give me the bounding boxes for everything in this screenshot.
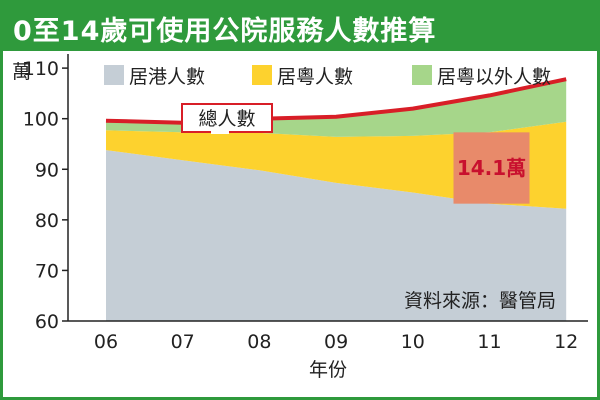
unit-label: 萬 — [12, 61, 31, 83]
y-tick-label: 80 — [35, 210, 59, 232]
total-callout-box — [181, 103, 273, 133]
legend-label-0: 居港人數 — [129, 66, 205, 88]
legend-swatch-0 — [104, 65, 124, 85]
y-tick-label: 70 — [35, 260, 59, 282]
axes-layer: 60 70 80 90 100 110 06 07 08 09 10 11 12 萬年份 — [12, 54, 588, 381]
x-tick-label: 08 — [247, 331, 271, 353]
x-tick-label: 10 — [401, 331, 425, 353]
legend-swatch-1 — [252, 65, 272, 85]
x-axis-title: 年份 — [309, 359, 347, 381]
y-tick-label: 100 — [23, 109, 59, 131]
title-bar: 0至14歲可使用公院服務人數推算 — [3, 3, 597, 51]
source-note: 資料來源：醫管局 — [404, 290, 556, 312]
legend-label-1: 居粵人數 — [277, 66, 353, 88]
total-line-label: 總人數 — [198, 108, 255, 130]
total-line-layer: 總人數 — [105, 77, 567, 134]
x-tick-label: 11 — [477, 331, 501, 353]
total-callout-gap — [211, 130, 229, 134]
legend: 居港人數 居粵人數 居粵以外人數 — [104, 65, 551, 88]
x-tick-label: 12 — [554, 331, 578, 353]
highlight-label: 14.1萬 — [457, 156, 526, 180]
y-tick-label: 60 — [35, 311, 59, 333]
highlight-block — [453, 132, 530, 204]
x-tick-label: 09 — [324, 331, 348, 353]
area-series-0 — [106, 150, 567, 321]
y-tick-label: 110 — [23, 58, 59, 80]
labels-layer: 資料來源：醫管局 — [404, 290, 556, 312]
chart-title: 0至14歲可使用公院服務人數推算 — [13, 16, 437, 47]
legend-swatch-2 — [412, 65, 432, 85]
x-tick-label: 06 — [94, 331, 118, 353]
area-series-1 — [106, 121, 567, 209]
y-tick-label: 90 — [35, 159, 59, 181]
highlight-layer: 14.1萬 — [453, 132, 530, 204]
x-tick-label: 07 — [171, 331, 195, 353]
legend-label-2: 居粵以外人數 — [437, 66, 551, 88]
